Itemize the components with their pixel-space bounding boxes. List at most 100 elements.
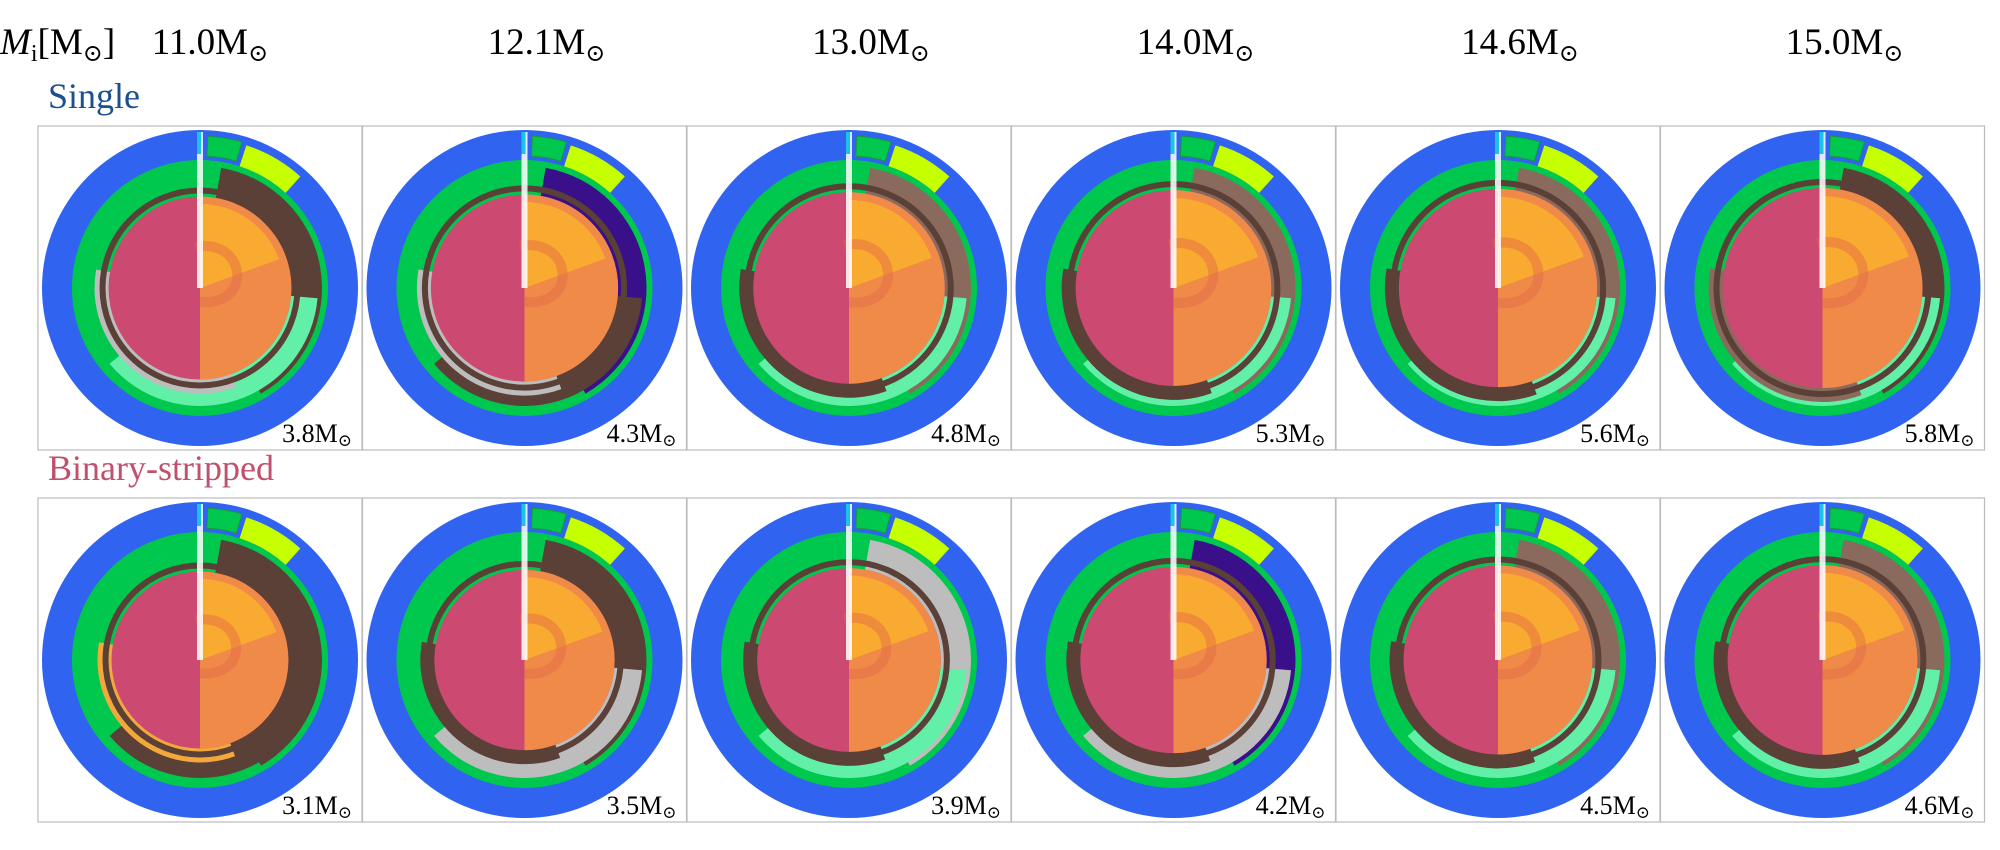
spoke-tip [521,132,526,154]
spoke-tip [1495,504,1499,526]
final-mass-label: 3.8M⊙ [282,419,352,450]
core-upper-wedge [849,575,929,660]
core-upper-wedge [1822,572,1905,660]
core-swirl [843,239,893,308]
core-upper-wedge [524,577,603,660]
row-title: Binary-stripped [48,448,274,488]
thin-shell-segment [530,507,568,534]
thin-shell-segment [1179,507,1217,534]
core-swirl [1492,237,1544,308]
thin-shell-segment [855,507,892,534]
composition-panel: 3.9M⊙ [686,497,1012,823]
lime-shell-segment [1862,145,1923,193]
thin-shell-segment [206,507,243,534]
spoke-tip [1819,132,1824,154]
radial-spoke [1170,504,1177,660]
core-upper-wedge [1822,196,1909,288]
composition-panel: 4.5M⊙ [1335,497,1661,823]
lime-shell-segment [1213,145,1274,193]
core-upper-wedge [1498,196,1584,288]
lime-shell-segment [239,145,301,193]
shell-region-inner [739,268,887,398]
thin-shell-segment [1828,135,1866,162]
spoke-tip [1170,504,1175,526]
spoke-tip [197,132,201,154]
spoke-tip [1495,132,1499,154]
final-mass-label: 4.5M⊙ [1580,791,1650,822]
final-mass-label: 4.3M⊙ [607,419,677,450]
composition-panel: 4.6M⊙ [1659,497,1986,823]
core-swirl [518,240,568,308]
spoke-tip [521,504,526,526]
column-mass-label: 14.6M⊙ [1461,22,1579,67]
core-swirl [1816,611,1867,680]
thin-shell-segment [530,135,568,162]
lime-shell-segment [888,517,950,565]
lime-shell-segment [888,145,950,193]
column-mass-label: 15.0M⊙ [1786,22,1904,67]
core-upper-wedge [1173,197,1259,288]
core-upper-wedge [200,578,277,660]
thin-shell-segment [1179,135,1217,162]
lime-shell-segment [564,145,625,193]
header-row: Mi[M⊙] 11.0M⊙ 12.1M⊙ 13.0M⊙ 14.0M⊙ 14.6M⊙ 15.… [0,22,1903,488]
radial-spoke [846,132,852,288]
core-swirl [194,614,241,679]
shell-region-inner [1713,641,1860,769]
core-swirl [1492,611,1542,680]
column-mass-label: 13.0M⊙ [812,22,930,67]
radial-spoke [1495,132,1501,288]
column-mass-label: 12.1M⊙ [488,22,606,67]
lime-shell-segment [239,517,301,565]
initial-mass-axis-label: Mi[M⊙] [0,22,115,67]
thin-shell-segment [1828,507,1866,534]
lime-shell-segment [1537,517,1599,565]
thin-shell-segment [1504,135,1541,162]
shell-region-inner [1389,641,1536,769]
spoke-tip [1170,132,1175,154]
radial-spoke [521,504,528,660]
composition-panel: 3.5M⊙ [361,497,688,823]
lime-shell-segment [1862,517,1923,565]
radial-spoke [1819,132,1826,288]
final-mass-label: 3.1M⊙ [282,791,352,822]
thin-shell-segment [1504,507,1541,534]
shell-region-inner [94,269,237,394]
final-mass-label: 4.8M⊙ [931,419,1001,450]
radial-spoke [1819,504,1826,660]
shell-region-inner [420,641,561,765]
spoke-tip [846,504,850,526]
composition-panel: 4.8M⊙ [686,125,1012,451]
shell-region-inner [416,269,562,396]
core-swirl [843,612,892,679]
shell-region-inner [1061,268,1212,400]
lime-shell-segment [1213,517,1274,565]
core-upper-wedge [200,203,280,288]
composition-panel: 3.1M⊙ [37,497,363,823]
radial-spoke [1495,504,1501,660]
final-mass-label: 5.3M⊙ [1256,419,1326,450]
composition-panel: 3.8M⊙ [37,125,363,451]
composition-panel: 5.6M⊙ [1335,125,1661,451]
shell-region-inner [97,642,236,763]
core-swirl [1167,612,1217,679]
core-upper-wedge [1173,574,1255,660]
core-swirl [519,613,567,679]
thin-shell-segment [855,135,892,162]
core-upper-wedge [849,199,932,288]
final-mass-label: 3.5M⊙ [607,791,677,822]
composition-panel: 5.3M⊙ [1010,125,1337,451]
shell-region-inner [1066,641,1211,768]
lime-shell-segment [1537,145,1599,193]
composition-panel: 4.3M⊙ [361,125,688,451]
panels-grid: 3.8M⊙ 4.3M⊙ 4.8M⊙ 5.3M⊙ 5.6M⊙ 5.8M⊙ 3.1M⊙ 3.5M⊙… [37,125,1986,823]
final-mass-label: 5.8M⊙ [1905,419,1975,450]
spoke-tip [846,132,850,154]
shell-region-inner [743,641,886,766]
composition-panel: 5.8M⊙ [1659,125,1986,451]
final-mass-label: 4.6M⊙ [1905,791,1975,822]
core-swirl [194,241,243,307]
core-upper-wedge [1498,573,1580,660]
spoke-tip [1819,504,1824,526]
final-mass-label: 5.6M⊙ [1580,419,1650,450]
